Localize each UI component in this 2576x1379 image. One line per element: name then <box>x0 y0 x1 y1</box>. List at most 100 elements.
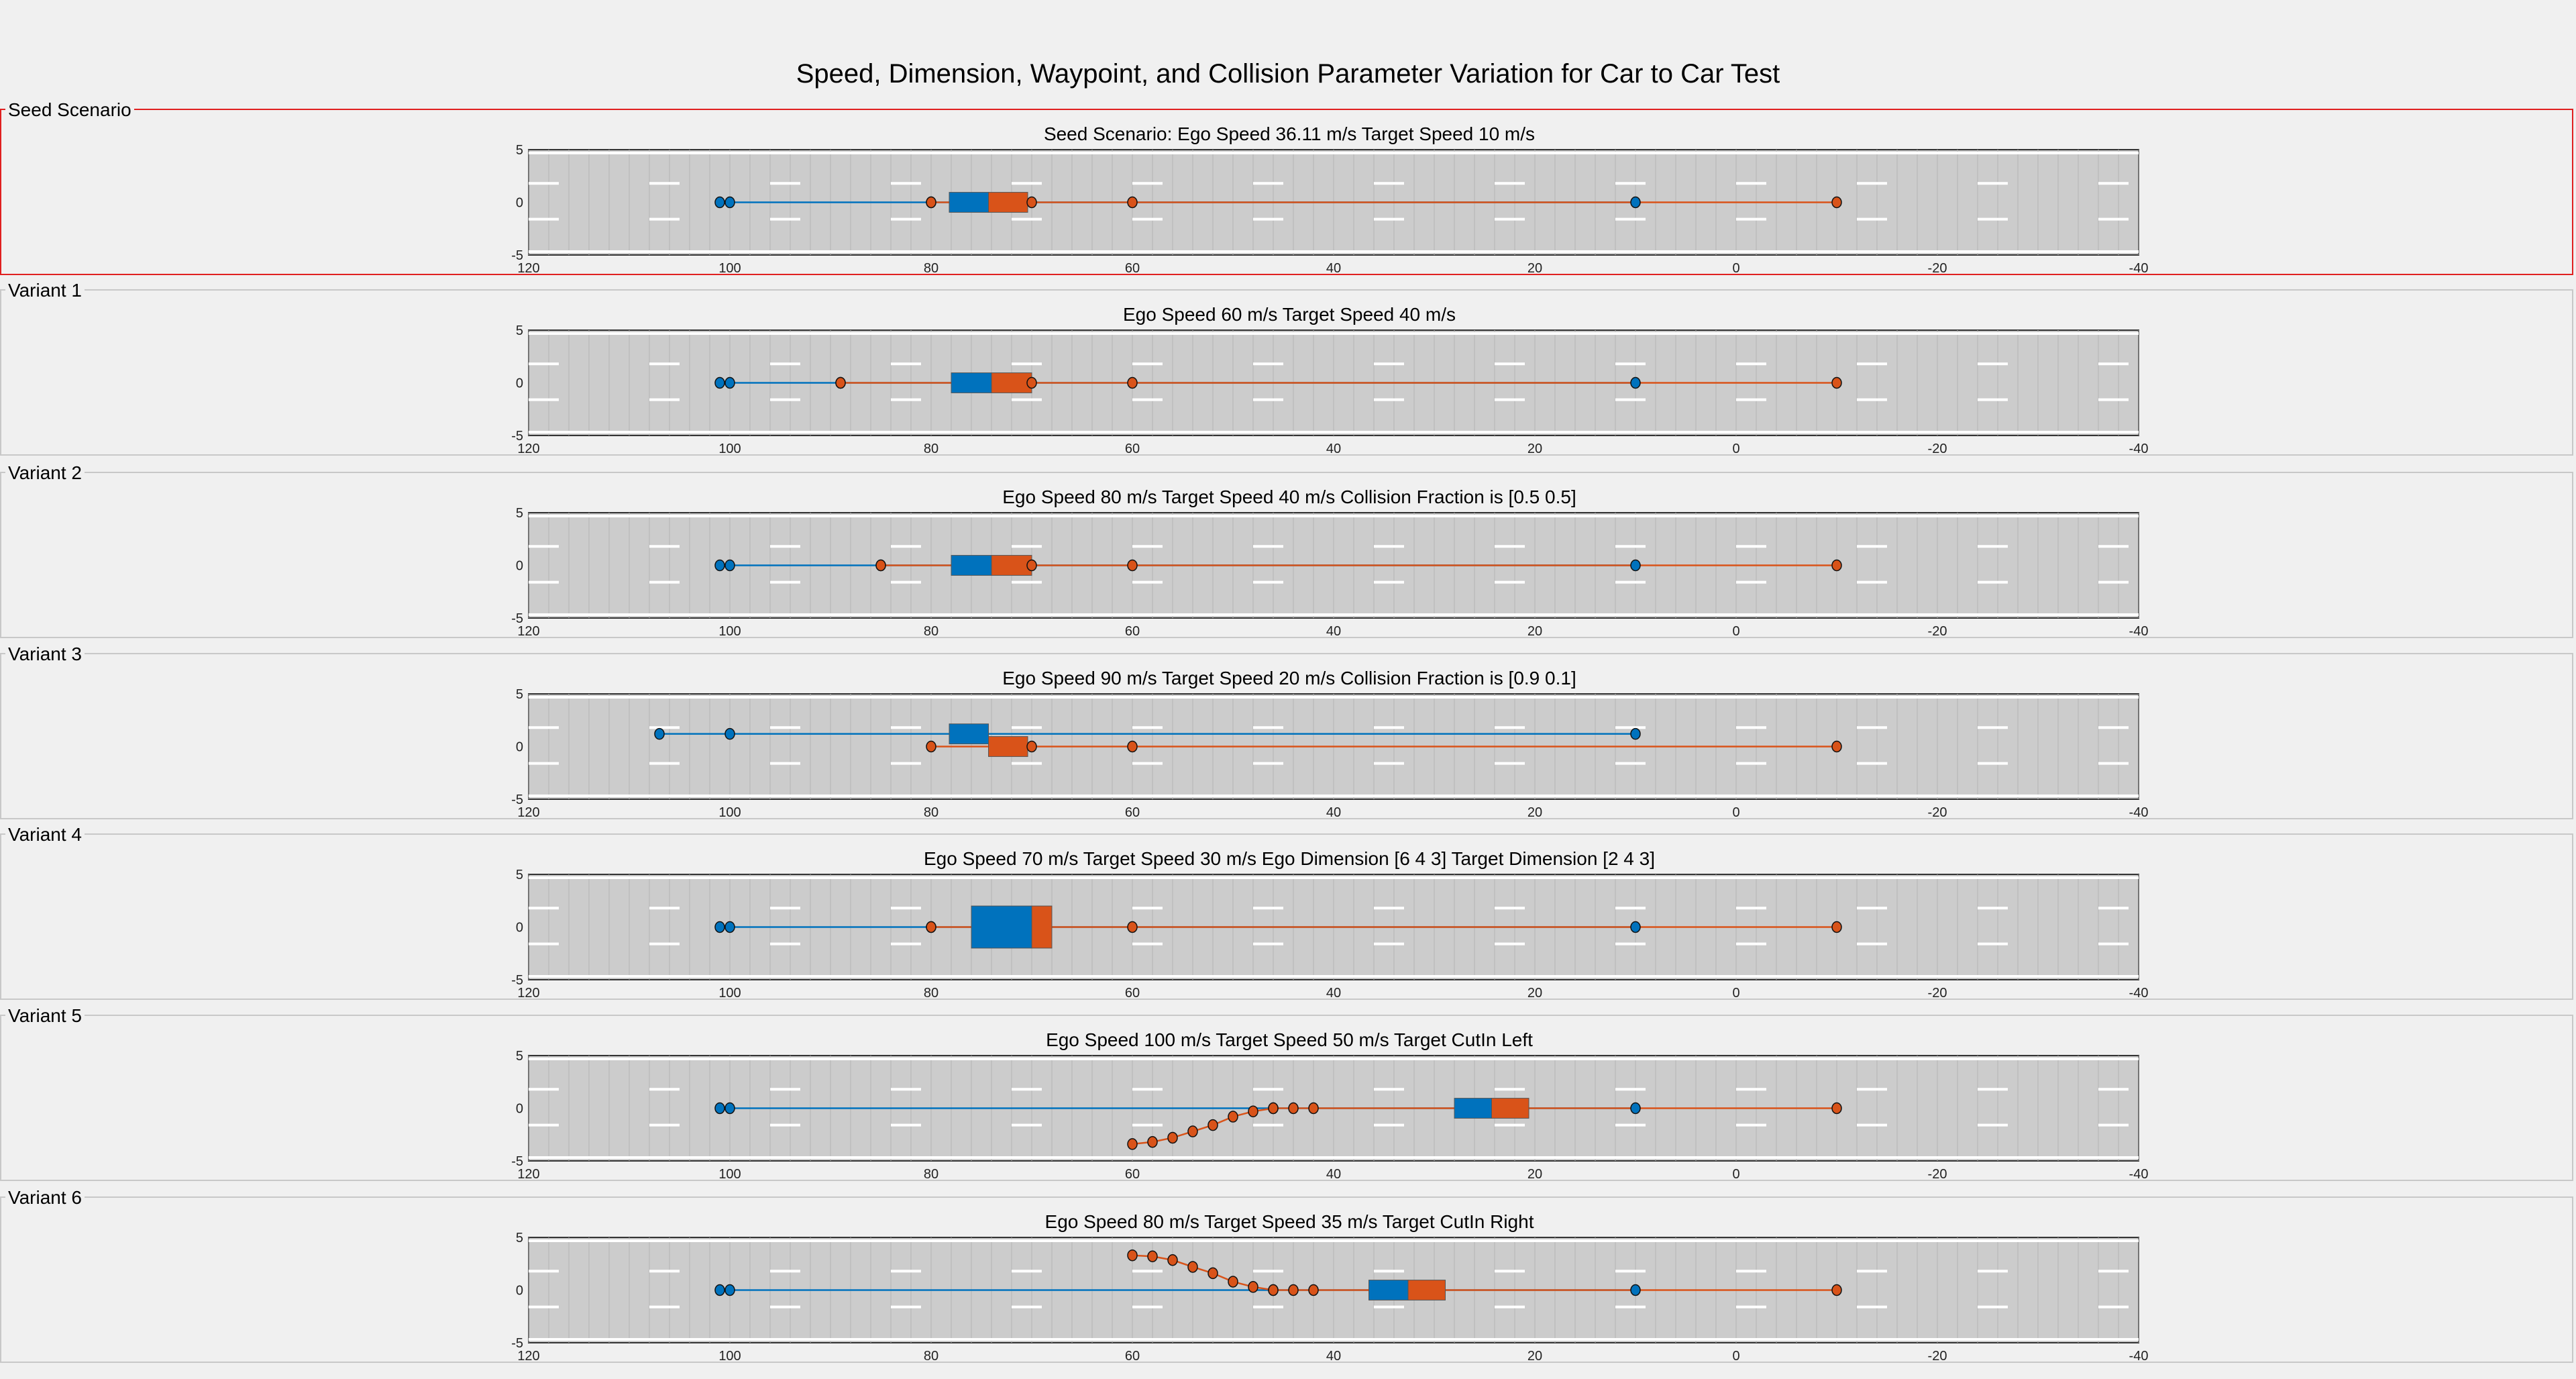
target-waypoint <box>1127 196 1138 209</box>
target-car <box>1407 1280 1446 1300</box>
ego-waypoint <box>724 376 735 389</box>
plot-svg: 120 100 80 60 40 20 0 -20 -40 5 0 -5 <box>511 143 2148 276</box>
target-waypoint <box>1127 1249 1138 1262</box>
plot-svg: 120 100 80 60 40 20 0 -20 -40 5 0 -5 <box>511 323 2149 456</box>
y-tick-label: -5 <box>511 611 523 626</box>
target-car <box>991 372 1032 393</box>
panel-label: Variant 6 <box>5 1187 85 1209</box>
target-waypoint <box>1127 559 1138 572</box>
x-tick-label: 80 <box>924 1349 938 1364</box>
target-waypoint <box>1248 1105 1258 1117</box>
x-tick-label: 0 <box>1732 986 1739 1001</box>
y-tick-label: -5 <box>511 973 523 988</box>
x-tick-label: -40 <box>2129 1167 2149 1182</box>
panel-label: Variant 3 <box>5 644 85 665</box>
target-waypoint <box>1268 1102 1279 1115</box>
x-tick-label: 100 <box>718 624 741 639</box>
x-tick-label: 120 <box>517 261 539 276</box>
target-car <box>988 192 1028 213</box>
y-tick-label: 0 <box>516 1284 523 1298</box>
target-waypoint <box>1228 1111 1238 1123</box>
x-tick-label: 80 <box>924 1167 938 1182</box>
x-tick-label: 100 <box>718 442 741 456</box>
ego-waypoint <box>1630 1102 1641 1115</box>
x-tick-label: 80 <box>924 986 938 1001</box>
y-tick-label: 0 <box>516 921 523 935</box>
x-tick-label: -20 <box>1928 1167 1947 1182</box>
y-tick-label: 5 <box>516 506 523 521</box>
ego-car <box>971 905 1032 949</box>
x-tick-label: 120 <box>517 1349 539 1364</box>
x-tick-label: 40 <box>1326 805 1341 820</box>
ego-waypoint <box>654 727 665 740</box>
ego-waypoint <box>724 1284 735 1296</box>
x-tick-label: -40 <box>2129 624 2149 639</box>
x-tick-label: 100 <box>718 805 741 820</box>
seed-scenario-panel: 120 100 80 60 40 20 0 -20 -40 5 0 -5 Seed Scenario: … <box>0 99 2573 276</box>
x-tick-label: 0 <box>1732 1167 1739 1182</box>
ego-car <box>951 555 992 576</box>
x-tick-label: 20 <box>1527 442 1542 456</box>
panel-label: Variant 5 <box>5 1005 85 1027</box>
plot-svg: 120 100 80 60 40 20 0 -20 -40 5 0 -5 <box>511 1049 2149 1182</box>
x-tick-label: 0 <box>1732 261 1739 276</box>
target-waypoint <box>1831 1102 1842 1115</box>
ego-waypoint <box>724 1102 735 1115</box>
target-waypoint <box>1308 1102 1319 1115</box>
target-waypoint <box>1127 376 1138 389</box>
y-tick-label: 0 <box>516 196 523 211</box>
variant-4-panel: 120 100 80 60 40 20 0 -20 -40 5 0 -5 Ego Speed 70 m/… <box>0 824 2573 1001</box>
x-tick-label: -40 <box>2129 442 2149 456</box>
y-tick-label: 5 <box>516 1049 523 1064</box>
x-tick-label: 40 <box>1326 986 1341 1001</box>
panel-title: Ego Speed 80 m/s Target Speed 40 m/s Col… <box>1002 487 1576 507</box>
y-tick-label: 0 <box>516 740 523 755</box>
target-waypoint <box>1208 1119 1218 1131</box>
x-tick-label: 60 <box>1125 624 1140 639</box>
target-car <box>1031 905 1053 949</box>
x-tick-label: -20 <box>1928 442 1947 456</box>
x-tick-label: 80 <box>924 261 938 276</box>
x-tick-label: -20 <box>1928 986 1947 1001</box>
ego-waypoint <box>724 921 735 933</box>
x-tick-label: 20 <box>1527 805 1542 820</box>
target-waypoint <box>1831 1284 1842 1296</box>
target-waypoint <box>1831 196 1842 209</box>
x-tick-label: 20 <box>1527 986 1542 1001</box>
y-tick-label: 5 <box>516 1231 523 1245</box>
variant-3-panel: 120 100 80 60 40 20 0 -20 -40 5 0 -5 Ego Speed 90 m/… <box>0 644 2573 820</box>
x-tick-label: 0 <box>1732 805 1739 820</box>
target-waypoint <box>1026 740 1037 753</box>
target-waypoint <box>1127 1138 1138 1150</box>
target-waypoint <box>1167 1254 1178 1266</box>
ego-car <box>1454 1098 1492 1119</box>
ego-waypoint <box>724 559 735 572</box>
panel-title: Ego Speed 60 m/s Target Speed 40 m/s <box>1122 304 1456 325</box>
ego-waypoint <box>1630 196 1641 209</box>
target-waypoint <box>1127 740 1138 753</box>
x-tick-label: -20 <box>1928 805 1947 820</box>
x-tick-label: 40 <box>1326 261 1341 276</box>
ego-waypoint <box>1630 1284 1641 1296</box>
x-tick-label: 20 <box>1527 624 1542 639</box>
target-waypoint <box>1831 740 1842 753</box>
ego-waypoint <box>724 196 735 209</box>
x-tick-label: 20 <box>1527 1167 1542 1182</box>
target-waypoint <box>1187 1125 1198 1137</box>
panel-label: Variant 2 <box>5 462 85 484</box>
x-tick-label: 60 <box>1125 1167 1140 1182</box>
figure-title: Speed, Dimension, Waypoint, and Collisio… <box>796 59 1780 89</box>
target-car <box>1491 1098 1529 1119</box>
variant-5-panel: 120 100 80 60 40 20 0 -20 -40 5 0 -5 Ego Speed 100 m… <box>0 1005 2573 1182</box>
target-waypoint <box>1831 921 1842 933</box>
x-tick-label: 120 <box>517 805 539 820</box>
x-tick-label: 40 <box>1326 1349 1341 1364</box>
target-waypoint <box>1127 921 1138 933</box>
target-waypoint <box>926 740 936 753</box>
target-waypoint <box>1147 1250 1158 1263</box>
target-waypoint <box>1187 1261 1198 1273</box>
ego-waypoint <box>714 559 725 572</box>
ego-waypoint <box>1630 727 1641 740</box>
target-waypoint <box>1026 559 1037 572</box>
x-tick-label: 120 <box>517 442 539 456</box>
